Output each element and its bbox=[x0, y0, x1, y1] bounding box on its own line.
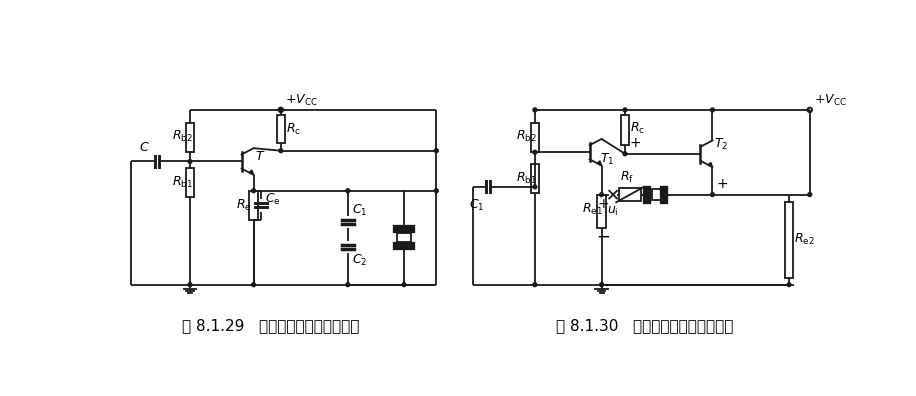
Text: 图 8.1.30   串联型石英晶体振荡电路: 图 8.1.30 串联型石英晶体振荡电路 bbox=[555, 318, 733, 333]
Text: $R_{\rm c}$: $R_{\rm c}$ bbox=[286, 122, 301, 137]
Bar bbox=[530, 123, 540, 152]
Bar bbox=[186, 123, 194, 152]
Text: 图 8.1.29   并联型石英晶体振荡电路: 图 8.1.29 并联型石英晶体振荡电路 bbox=[182, 318, 359, 333]
Text: $R_{\rm c}$: $R_{\rm c}$ bbox=[630, 121, 646, 136]
Circle shape bbox=[252, 189, 256, 193]
Circle shape bbox=[434, 189, 438, 193]
Circle shape bbox=[346, 283, 350, 287]
Circle shape bbox=[278, 108, 283, 112]
Text: $R_{\rm e}$: $R_{\rm e}$ bbox=[235, 198, 252, 213]
Polygon shape bbox=[597, 161, 602, 166]
Text: $T_1$: $T_1$ bbox=[600, 152, 615, 168]
Text: $C_2$: $C_2$ bbox=[352, 253, 367, 268]
Circle shape bbox=[533, 283, 537, 287]
Text: $R_{\rm b1}$: $R_{\rm b1}$ bbox=[516, 171, 537, 186]
Polygon shape bbox=[249, 170, 254, 175]
Circle shape bbox=[402, 283, 406, 287]
Text: $R_{\rm b2}$: $R_{\rm b2}$ bbox=[172, 129, 193, 144]
Circle shape bbox=[278, 149, 283, 152]
Circle shape bbox=[188, 283, 191, 287]
Text: $+$: $+$ bbox=[597, 197, 609, 211]
Bar bbox=[785, 202, 793, 278]
Text: $R_{\rm e1}$: $R_{\rm e1}$ bbox=[583, 202, 603, 217]
Circle shape bbox=[623, 108, 627, 112]
Bar bbox=[186, 168, 194, 197]
Circle shape bbox=[252, 283, 256, 287]
Bar bbox=[621, 115, 629, 145]
Polygon shape bbox=[708, 162, 713, 167]
Text: $T_2$: $T_2$ bbox=[714, 137, 728, 152]
Circle shape bbox=[533, 185, 537, 189]
Text: $R_{\rm f}$: $R_{\rm f}$ bbox=[620, 170, 634, 185]
Bar bbox=[277, 115, 285, 143]
Text: $C_{\rm e}$: $C_{\rm e}$ bbox=[265, 192, 280, 208]
Circle shape bbox=[808, 193, 812, 196]
Text: $u_{\rm i}$: $u_{\rm i}$ bbox=[607, 205, 618, 218]
Circle shape bbox=[600, 283, 604, 287]
Bar bbox=[530, 164, 540, 193]
Text: $R_{\rm b2}$: $R_{\rm b2}$ bbox=[516, 129, 537, 144]
Text: $C_1$: $C_1$ bbox=[352, 203, 367, 218]
Circle shape bbox=[787, 283, 791, 287]
Circle shape bbox=[623, 152, 627, 156]
Text: $+V_{\rm CC}$: $+V_{\rm CC}$ bbox=[813, 93, 846, 108]
Circle shape bbox=[600, 193, 604, 196]
Circle shape bbox=[346, 189, 350, 193]
Bar bbox=[651, 189, 662, 200]
Text: $C$: $C$ bbox=[139, 141, 150, 154]
Text: $T$: $T$ bbox=[256, 150, 266, 164]
Circle shape bbox=[711, 108, 714, 112]
Circle shape bbox=[533, 108, 537, 112]
Text: $R_{\rm b1}$: $R_{\rm b1}$ bbox=[172, 175, 193, 190]
Bar bbox=[397, 233, 411, 242]
Text: $-$: $-$ bbox=[596, 227, 610, 244]
Text: $C_1$: $C_1$ bbox=[469, 198, 485, 213]
Text: $+V_{\rm CC}$: $+V_{\rm CC}$ bbox=[285, 93, 318, 108]
Text: $+$: $+$ bbox=[629, 136, 641, 150]
Circle shape bbox=[533, 150, 537, 154]
Text: $R_{\rm e2}$: $R_{\rm e2}$ bbox=[794, 232, 815, 247]
Bar bbox=[597, 194, 605, 228]
Circle shape bbox=[434, 149, 438, 152]
Circle shape bbox=[188, 160, 191, 164]
Bar bbox=[619, 188, 641, 201]
Text: $+$: $+$ bbox=[716, 177, 728, 191]
Circle shape bbox=[711, 193, 714, 196]
Bar bbox=[249, 191, 257, 220]
